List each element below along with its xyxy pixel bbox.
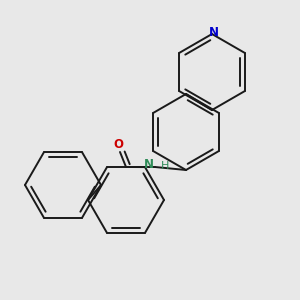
Text: H: H xyxy=(161,161,169,171)
Text: N: N xyxy=(144,158,154,172)
Text: N: N xyxy=(209,26,219,40)
Text: O: O xyxy=(113,139,123,152)
